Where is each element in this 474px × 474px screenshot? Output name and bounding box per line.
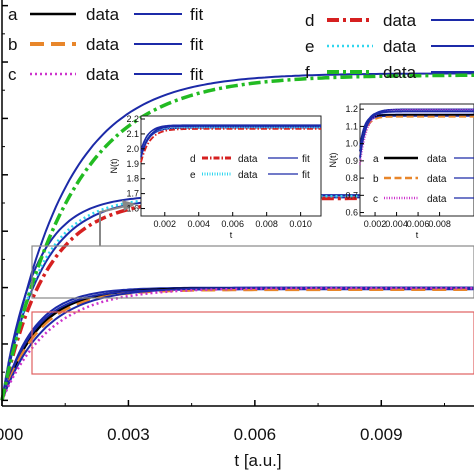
legend-fit-label-a: fit (190, 5, 204, 24)
main-axes: 0.000 0.003 0.006 0.009 (0, 0, 474, 444)
legend-label-c: data (86, 65, 120, 84)
legend-fit-label-b: fit (190, 35, 204, 54)
inset-x-axis-title: t (230, 230, 233, 240)
inset-upper-plot: 1.6 1.7 1.8 1.9 2.0 2.1 2.2 0.002 0.004 0.006 0.00… (109, 114, 322, 240)
main-legend: a data fit b data fit c data fit d data e data f data (8, 5, 474, 84)
zoom-box-upper (31, 245, 474, 299)
inset-legend-label-c: data (427, 194, 447, 205)
x-axis-title: t [a.u.] (234, 451, 281, 470)
legend-label-d: data (383, 11, 417, 30)
inset-legend-key-e: e (190, 170, 196, 181)
inset-y-tick-label-6: 1.2 (345, 104, 358, 114)
inset-y-tick-label-2: 1.8 (126, 174, 139, 184)
inset-y-tick-label-3: 1.9 (126, 159, 139, 169)
inset-legend-label-a: data (427, 154, 447, 165)
inset-x-tick-label-3: 0.008 (255, 219, 278, 229)
legend-key-d: d (305, 11, 314, 30)
zoom-box-lower (31, 311, 474, 375)
x-tick-label-2: 0.006 (234, 425, 277, 444)
inset-y-tick-label-3: 0.9 (345, 156, 358, 166)
legend-key-e: e (305, 37, 314, 56)
legend-fit-label-c: fit (190, 65, 204, 84)
inset-x-tick-label-0: 0.002 (154, 219, 177, 229)
inset-legend-label-e: data (238, 170, 258, 181)
inset-legend-label-d: data (238, 154, 258, 165)
inset-data-f2 (359, 110, 474, 158)
inset-legend-key-d: d (190, 154, 196, 165)
legend-label-f: data (383, 63, 417, 82)
inset-x-tick-label-2: 0.006 (221, 219, 244, 229)
x-tick-label-1: 0.003 (107, 425, 150, 444)
inset-frame (140, 115, 322, 217)
inset-y-tick-label-5: 1.1 (345, 121, 358, 131)
inset-data-c (359, 108, 474, 165)
legend-key-f: f (305, 63, 310, 82)
inset-data-f1 (140, 125, 321, 157)
legend-label-b: data (86, 35, 120, 54)
legend-label-a: data (86, 5, 120, 24)
inset-y-tick-label-0: 1.6 (126, 204, 139, 214)
inset-x-tick-label-4: 0.010 (289, 219, 312, 229)
inset-x-tick-label-0: 0.002 (364, 219, 387, 229)
inset-data-b (359, 115, 474, 157)
zoom-arrow-head (122, 200, 136, 211)
legend-key-b: b (8, 35, 17, 54)
x-tick-label-3: 0.009 (360, 425, 403, 444)
inset-legend-key-a: a (373, 154, 379, 165)
inset-y-tick-label-4: 1.0 (345, 139, 358, 149)
inset-legend-key-b: b (373, 174, 379, 185)
inset-fit-d (140, 127, 321, 158)
legend-label-e: data (383, 37, 417, 56)
inset-y-axis-title: N(t) (109, 159, 119, 174)
inset-x-tick-label-3: 0.008 (428, 219, 451, 229)
inset-y-tick-label-0: 0.6 (345, 208, 358, 218)
x-tick-label-0: 0.000 (0, 425, 23, 444)
inset-x-tick-label-1: 0.004 (385, 219, 408, 229)
inset-data-d (140, 128, 321, 163)
inset-y-tick-label-6: 2.2 (126, 114, 139, 124)
inset-y-tick-label-1: 0.7 (345, 190, 358, 200)
inset-legend-fit-label-d: fit (302, 154, 310, 165)
inset-x-tick-label-2: 0.006 (407, 219, 430, 229)
inset-x-axis-title: t (416, 230, 419, 240)
legend-key-a: a (8, 5, 18, 24)
zoom-arrow-line (99, 205, 127, 246)
data-line-b (0, 288, 474, 401)
inset-y-tick-label-4: 2.0 (126, 144, 139, 154)
inset-legend-label-b: data (427, 174, 447, 185)
inset-legend-fit-label-e: fit (302, 170, 310, 181)
legend-key-c: c (8, 65, 17, 84)
inset-y-tick-label-2: 0.8 (345, 173, 358, 183)
inset-y-axis-title: N(t) (328, 153, 338, 168)
inset-y-tick-label-5: 2.1 (126, 129, 139, 139)
inset-x-tick-label-1: 0.004 (187, 219, 210, 229)
inset-lower-plot: 0.6 0.7 0.8 0.9 1.0 1.1 1.2 0.0020.0040.0060.00… (328, 103, 474, 240)
data-line-f (0, 73, 474, 401)
inset-y-tick-label-1: 1.7 (126, 189, 139, 199)
zoom-boxes (31, 200, 474, 375)
data-line-e (0, 194, 474, 401)
inset-legend-key-c: c (373, 194, 378, 205)
fit-line-f (1, 72, 474, 401)
inset-data-a (359, 114, 474, 152)
data-line-c (0, 286, 474, 401)
